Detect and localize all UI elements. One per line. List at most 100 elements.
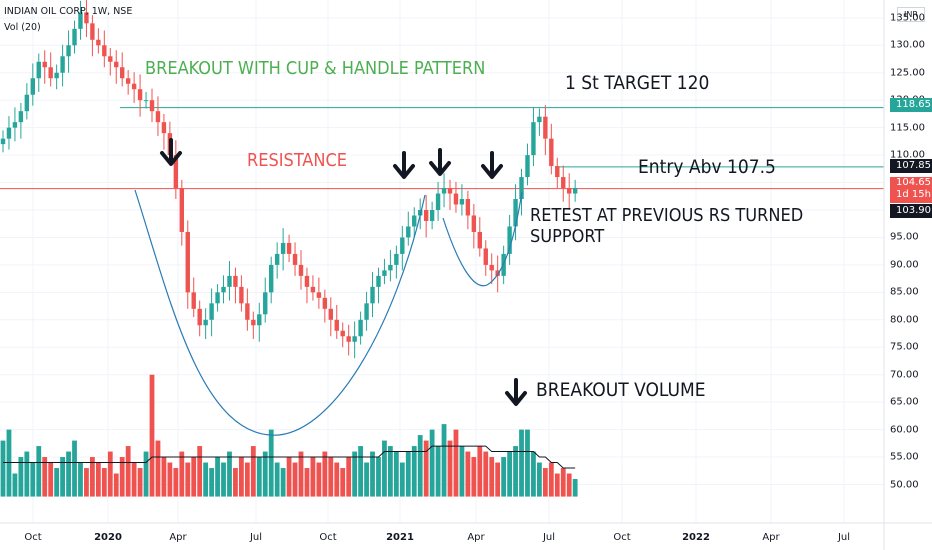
- volume-bar: [417, 435, 423, 497]
- volume-bar: [125, 446, 131, 497]
- target-price-label: 118.65: [890, 98, 932, 112]
- candle-body: [179, 188, 184, 232]
- y-tick-label: 55.00: [890, 451, 919, 463]
- volume-bar: [30, 462, 36, 497]
- candle-body: [78, 12, 83, 29]
- volume-bar: [149, 374, 155, 497]
- candle-body: [406, 226, 411, 238]
- entry-annotation: Entry Abv 107.5: [638, 156, 776, 178]
- candle-body: [483, 248, 488, 265]
- volume-bar: [465, 451, 471, 497]
- volume-indicator-label[interactable]: Vol (20): [4, 22, 41, 33]
- volume-bar: [203, 462, 209, 497]
- volume-bar: [12, 473, 18, 497]
- resistance-annotation: RESISTANCE: [247, 150, 348, 171]
- x-tick-label: 2021: [386, 532, 414, 543]
- volume-bar: [322, 451, 328, 497]
- candle-body: [328, 308, 333, 320]
- candle-body: [245, 303, 250, 320]
- volume-bar: [143, 451, 149, 497]
- candle-body: [72, 28, 77, 46]
- volume-bar: [507, 451, 512, 497]
- handle-curve: [442, 191, 523, 287]
- candle-body: [60, 56, 65, 73]
- candle-body: [286, 242, 292, 254]
- volume-bar: [54, 468, 60, 497]
- volume-bar: [388, 446, 393, 497]
- candle-body: [519, 177, 524, 200]
- candle-body: [221, 286, 226, 293]
- candle-body: [90, 23, 95, 40]
- bar-countdown: 1d 15h: [896, 189, 931, 200]
- volume-bar: [292, 462, 298, 497]
- volume-bar: [155, 440, 161, 497]
- volume-bar: [560, 468, 566, 497]
- down-arrow-icon: [160, 151, 182, 166]
- volume-bar: [489, 457, 495, 497]
- volume-bar: [221, 462, 226, 497]
- candle-body: [0, 138, 6, 145]
- volume-bar: [483, 451, 489, 497]
- volume-bar: [328, 457, 334, 497]
- volume-bar: [370, 451, 375, 497]
- volume-bar: [18, 457, 24, 497]
- candle-body: [292, 253, 298, 265]
- x-tick-label: Jul: [249, 532, 263, 543]
- candle-body: [298, 264, 304, 276]
- candle-body: [143, 100, 149, 102]
- y-tick-label: 135.00: [890, 12, 925, 24]
- volume-bar: [66, 451, 71, 497]
- candle-body: [567, 188, 572, 194]
- y-tick-label: 125.00: [890, 67, 925, 79]
- volume-bar: [167, 462, 173, 497]
- volume-bar: [453, 429, 459, 497]
- volume-bar: [548, 462, 554, 497]
- retest-annotation-line1: RETEST AT PREVIOUS RS TURNED: [530, 205, 804, 226]
- volume-bar: [537, 462, 542, 497]
- volume-bar: [310, 457, 316, 497]
- volume-bar: [60, 457, 65, 497]
- candle-body: [263, 292, 268, 315]
- volume-bar: [262, 451, 268, 497]
- volume-bar: [525, 429, 530, 497]
- volume-bar: [119, 457, 125, 497]
- candle-body: [209, 303, 214, 320]
- volume-bar: [316, 462, 322, 497]
- candle-body: [54, 72, 59, 79]
- volume-bar: [0, 440, 6, 497]
- candle-body: [24, 94, 30, 112]
- target-annotation: 1 St TARGET 120: [565, 72, 710, 94]
- volume-bar: [24, 451, 30, 497]
- candle-body: [191, 292, 196, 309]
- volume-bar: [191, 457, 197, 497]
- candle-body: [364, 303, 369, 320]
- candle-body: [197, 308, 202, 326]
- currency-badge[interactable]: INR: [897, 7, 925, 22]
- volume-bar: [441, 424, 447, 497]
- volume-bar: [399, 462, 405, 497]
- volume-bar: [113, 473, 119, 497]
- candle-body: [340, 330, 345, 337]
- volume-bar: [239, 457, 244, 497]
- volume-bar: [340, 468, 346, 497]
- candle-body: [215, 292, 220, 304]
- volume-bar: [495, 462, 501, 497]
- volume-bar: [131, 462, 137, 497]
- volume-bar: [274, 462, 280, 497]
- volume-bar: [459, 446, 465, 497]
- candle-body: [173, 155, 179, 189]
- y-tick-label: 60.00: [890, 424, 919, 436]
- candle-body: [96, 39, 101, 46]
- entry-price-label: 107.85: [890, 159, 932, 173]
- volume-bar: [197, 446, 203, 497]
- volume-bar: [286, 457, 292, 497]
- candle-body: [66, 45, 71, 57]
- volume-bar: [256, 457, 262, 497]
- breakout-volume-annotation: BREAKOUT VOLUME: [536, 379, 706, 401]
- y-tick-label: 110.00: [890, 149, 925, 161]
- volume-bar: [72, 440, 77, 497]
- candle-body: [572, 188, 578, 194]
- volume-bar: [78, 462, 83, 497]
- cup-curve: [134, 189, 426, 436]
